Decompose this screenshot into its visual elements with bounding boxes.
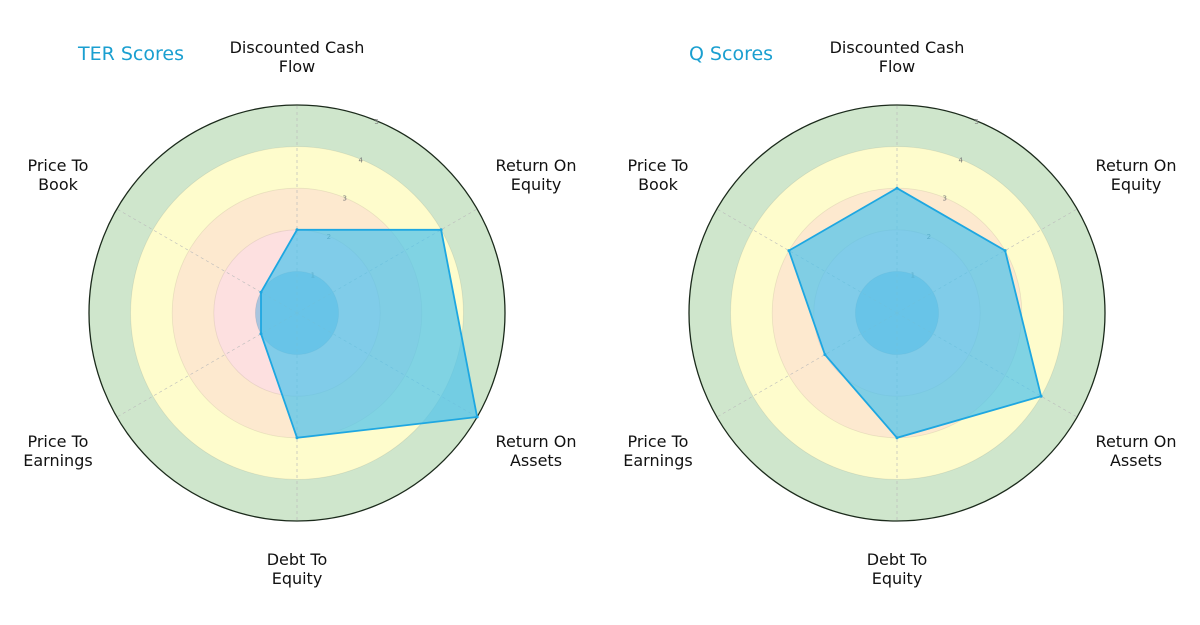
axis-label-line: Discounted Cash — [830, 38, 965, 57]
spoke-line — [716, 312, 898, 418]
radial-tick-label: 4 — [358, 156, 363, 164]
data-point — [1039, 394, 1043, 398]
chart-title: Q Scores — [689, 43, 773, 65]
axis-label: Return On Equity — [496, 156, 577, 194]
data-point — [295, 228, 299, 232]
axis-label-line: Book — [38, 175, 79, 194]
axis-label: Price To Earnings — [623, 432, 692, 470]
radial-tick-label: 5 — [974, 118, 978, 126]
radial-tick-label: 3 — [343, 195, 347, 203]
data-point — [439, 228, 443, 232]
radial-tick-label: 3 — [943, 195, 947, 203]
data-point — [895, 436, 899, 440]
data-point — [295, 436, 299, 440]
axis-label-line: Price To — [627, 432, 688, 451]
axis-label: Price To Book — [627, 156, 688, 194]
radial-tick-label: 4 — [958, 156, 963, 164]
chart-title: TER Scores — [77, 43, 184, 65]
axis-label: Price To Book — [27, 156, 88, 194]
axis-label-line: Equity — [272, 569, 323, 588]
data-point — [1003, 249, 1007, 253]
axis-label-line: Assets — [510, 451, 562, 470]
axis-label-line: Price To — [27, 156, 88, 175]
axis-label: Return On Assets — [1096, 432, 1177, 470]
axis-label-line: Earnings — [623, 451, 692, 470]
axis-label: Debt To Equity — [867, 550, 928, 588]
axis-label: Debt To Equity — [267, 550, 328, 588]
axis-label-line: Debt To — [267, 550, 328, 569]
axis-label-line: Discounted Cash — [230, 38, 365, 57]
data-point — [259, 332, 263, 336]
axis-label-line: Price To — [627, 156, 688, 175]
axis-label-line: Flow — [879, 57, 916, 76]
axis-label-line: Flow — [279, 57, 316, 76]
data-point — [823, 353, 827, 357]
axis-label-line: Return On — [496, 432, 577, 451]
axis-label-line: Debt To — [867, 550, 928, 569]
axis-label-line: Assets — [1110, 451, 1162, 470]
score-polygon — [260, 228, 479, 439]
data-point — [259, 290, 263, 294]
data-point — [475, 415, 479, 419]
axis-label: Return On Assets — [496, 432, 577, 470]
axis-label-line: Return On — [496, 156, 577, 175]
radial-tick-label: 5 — [374, 118, 378, 126]
axis-label-line: Return On — [1096, 432, 1177, 451]
axis-label-line: Equity — [1111, 175, 1162, 194]
axis-label: Discounted Cash Flow — [230, 38, 365, 76]
spoke-line — [116, 208, 298, 314]
axis-label: Return On Equity — [1096, 156, 1177, 194]
data-point — [895, 186, 899, 190]
axis-label-line: Return On — [1096, 156, 1177, 175]
axis-label-line: Equity — [872, 569, 923, 588]
axis-label: Price To Earnings — [23, 432, 92, 470]
axis-label-line: Equity — [511, 175, 562, 194]
axis-label-line: Earnings — [23, 451, 92, 470]
axis-label-line: Book — [638, 175, 679, 194]
spoke-line — [116, 312, 298, 418]
data-point — [787, 249, 791, 253]
axis-label-line: Price To — [27, 432, 88, 451]
axis-label: Discounted Cash Flow — [830, 38, 965, 76]
